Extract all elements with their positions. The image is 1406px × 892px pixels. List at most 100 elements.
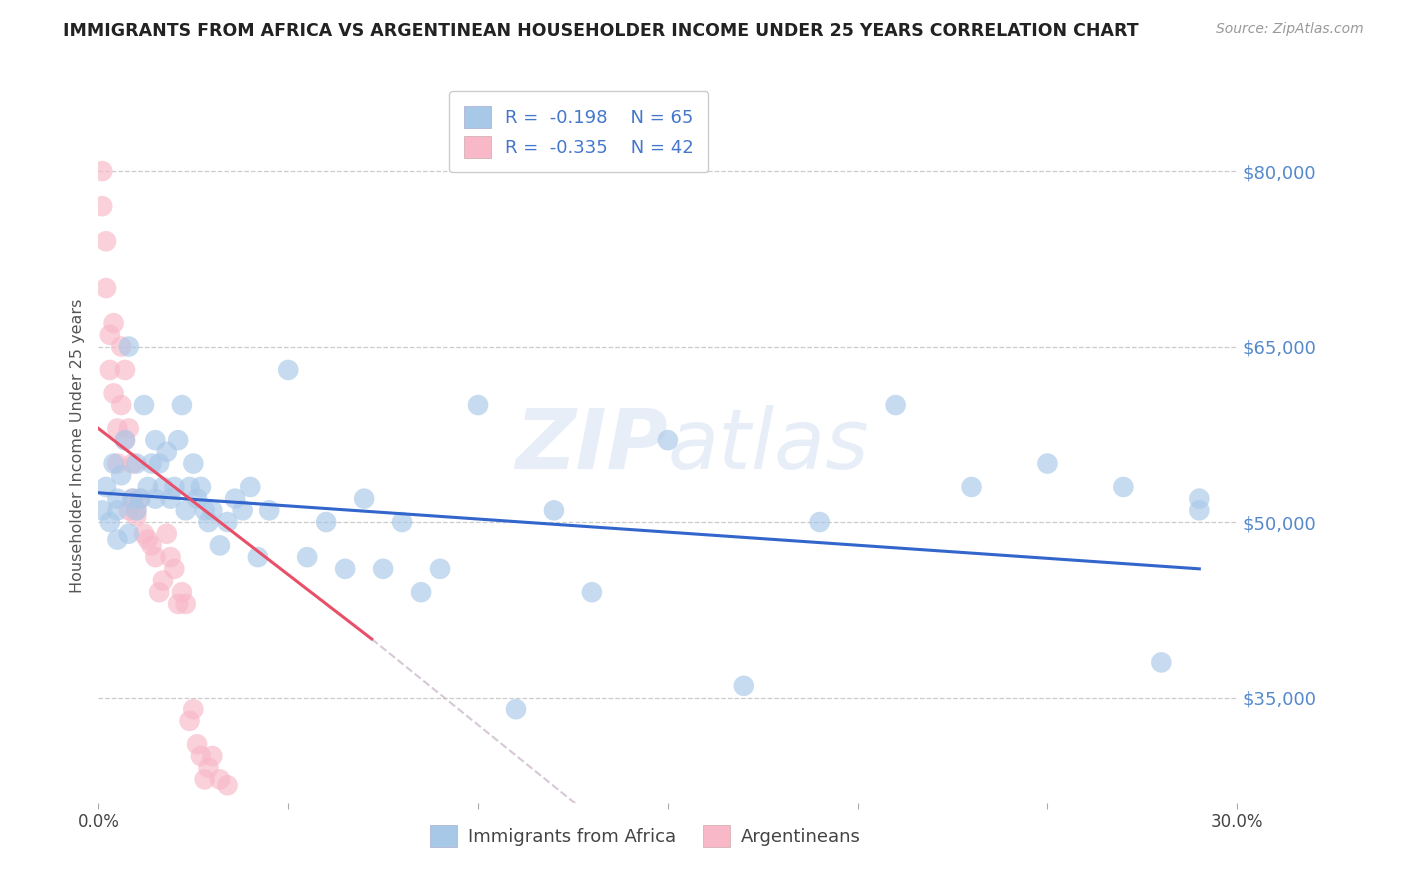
Point	[194, 503, 217, 517]
Point	[197, 515, 219, 529]
Point	[114, 433, 136, 447]
Point	[297, 550, 319, 565]
Point	[125, 503, 148, 517]
Point	[125, 503, 148, 517]
Point	[505, 702, 527, 716]
Point	[107, 533, 129, 547]
Point	[121, 457, 143, 471]
Point	[98, 363, 121, 377]
Point	[110, 468, 132, 483]
Point	[103, 457, 125, 471]
Point	[98, 515, 121, 529]
Point	[141, 457, 163, 471]
Point	[136, 480, 159, 494]
Point	[217, 778, 239, 792]
Point	[201, 749, 224, 764]
Point	[132, 398, 155, 412]
Point	[197, 761, 219, 775]
Point	[194, 772, 217, 787]
Point	[246, 550, 269, 565]
Point	[179, 714, 201, 728]
Point	[94, 480, 117, 494]
Point	[170, 585, 193, 599]
Point	[94, 234, 117, 248]
Point	[186, 737, 208, 751]
Point	[335, 562, 357, 576]
Point	[411, 585, 433, 599]
Point	[125, 509, 148, 524]
Point	[107, 491, 129, 506]
Point	[353, 491, 375, 506]
Point	[1150, 656, 1173, 670]
Point	[224, 491, 246, 506]
Point	[118, 503, 141, 517]
Point	[277, 363, 299, 377]
Point	[145, 491, 167, 506]
Point	[581, 585, 603, 599]
Point	[94, 281, 117, 295]
Point	[152, 480, 174, 494]
Point	[163, 562, 186, 576]
Point	[217, 515, 239, 529]
Point	[657, 433, 679, 447]
Point	[145, 433, 167, 447]
Point	[179, 480, 201, 494]
Point	[141, 538, 163, 552]
Point	[174, 503, 197, 517]
Point	[259, 503, 281, 517]
Point	[208, 772, 231, 787]
Point	[145, 550, 167, 565]
Point	[118, 340, 141, 354]
Point	[232, 503, 254, 517]
Point	[371, 562, 394, 576]
Point	[429, 562, 451, 576]
Text: ZIP: ZIP	[515, 406, 668, 486]
Point	[148, 585, 170, 599]
Y-axis label: Householder Income Under 25 years: Householder Income Under 25 years	[70, 299, 86, 593]
Point	[186, 491, 208, 506]
Point	[148, 457, 170, 471]
Point	[156, 445, 179, 459]
Point	[1188, 503, 1211, 517]
Point	[170, 398, 193, 412]
Point	[103, 316, 125, 330]
Point	[884, 398, 907, 412]
Point	[190, 749, 212, 764]
Point	[98, 327, 121, 342]
Point	[808, 515, 831, 529]
Point	[152, 574, 174, 588]
Point	[118, 526, 141, 541]
Point	[107, 421, 129, 435]
Point	[114, 433, 136, 447]
Point	[183, 457, 205, 471]
Point	[174, 597, 197, 611]
Point	[183, 702, 205, 716]
Point	[110, 340, 132, 354]
Point	[107, 457, 129, 471]
Point	[129, 491, 152, 506]
Point	[391, 515, 413, 529]
Point	[125, 457, 148, 471]
Point	[201, 503, 224, 517]
Point	[1112, 480, 1135, 494]
Point	[167, 433, 190, 447]
Point	[960, 480, 983, 494]
Point	[1036, 457, 1059, 471]
Point	[190, 480, 212, 494]
Point	[132, 526, 155, 541]
Point	[91, 199, 114, 213]
Point	[118, 421, 141, 435]
Legend: Immigrants from Africa, Argentineans: Immigrants from Africa, Argentineans	[422, 818, 868, 855]
Point	[110, 398, 132, 412]
Point	[121, 491, 143, 506]
Point	[163, 480, 186, 494]
Point	[167, 597, 190, 611]
Point	[121, 491, 143, 506]
Point	[208, 538, 231, 552]
Text: atlas: atlas	[668, 406, 869, 486]
Point	[467, 398, 489, 412]
Point	[129, 491, 152, 506]
Point	[91, 503, 114, 517]
Point	[315, 515, 337, 529]
Point	[103, 386, 125, 401]
